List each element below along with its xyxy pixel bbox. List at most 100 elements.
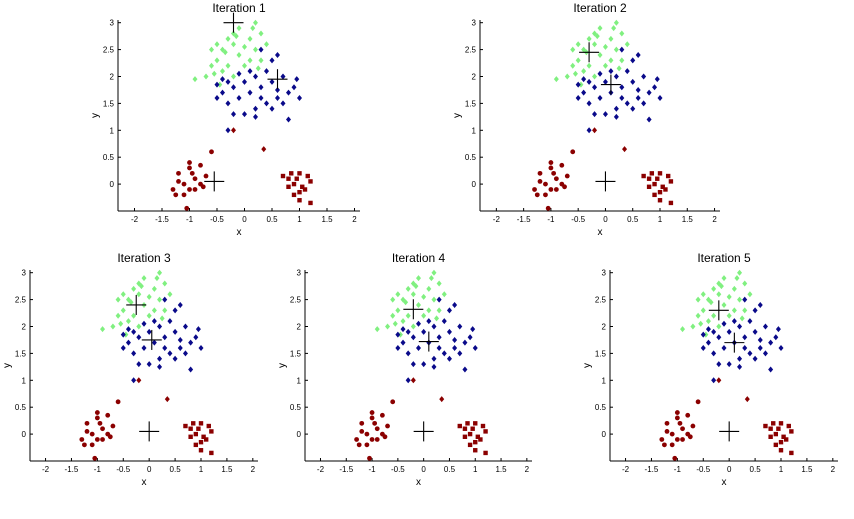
data-point-mid-cluster [635,86,641,93]
data-point-red-right [475,434,481,439]
data-point-mid-cluster [162,345,168,352]
data-point-mid-cluster [421,361,427,368]
data-point-mid-cluster [613,73,619,80]
data-point-light-cluster [154,275,160,282]
centroid-marker [595,171,616,192]
centroid-marker [579,42,600,63]
data-point-red-right [657,171,663,176]
data-point-red-right [183,423,188,429]
data-point-red-left [379,412,385,418]
data-point-light-cluster [242,43,247,50]
x-axis-label: x [722,477,727,488]
data-point-red-left [680,437,685,442]
data-point-red-left [187,165,192,171]
data-point-light-cluster [698,320,704,327]
data-point-light-cluster [700,307,706,314]
data-point-light-cluster [739,315,745,322]
x-tick-label: 0.5 [170,465,182,474]
data-point-light-cluster [159,315,165,322]
data-point-mid-cluster [646,89,652,96]
data-point-mid-cluster [752,355,758,362]
data-point-red-left [545,205,551,211]
data-point-light-cluster [115,312,121,319]
data-point-red-right [483,450,488,456]
y-tick-label: 1.5 [595,349,607,358]
x-tick-label: 0 [242,215,247,224]
data-point-mid-cluster [120,345,126,352]
data-point-light-cluster [703,331,709,338]
data-point-mid-cluster [700,331,706,338]
data-point-red-left [564,173,570,179]
data-point-mid-cluster [716,361,722,368]
data-point-mid-cluster [716,334,722,341]
data-point-red-left [677,420,683,426]
data-point-light-cluster [250,25,256,32]
data-point-outliers [410,377,416,384]
data-point-light-cluster [131,285,137,292]
data-point-red-left [105,412,111,418]
data-point-light-cluster [120,307,126,314]
data-point-light-cluster [203,73,209,80]
data-point-light-cluster [726,293,732,300]
data-point-light-cluster [131,312,137,319]
data-point-red-left [374,437,380,442]
chart-title: Iteration 2 [573,1,627,15]
chart-panel-3: -2 -1.5 -1 -0.5 0 0.5 1 1.5 2 0 0.5 1 1.5 2 2.5 3 Iterat… [2,251,258,488]
x-tick-label: -0.5 [116,465,130,474]
x-tick-label: -1.5 [645,465,659,474]
data-point-mid-cluster [242,78,247,85]
data-point-light-cluster [421,293,427,300]
data-point-light-cluster [705,318,711,325]
chart-panel-5: -2 -1.5 -1 -0.5 0 0.5 1 1.5 2 0 0.5 1 1.5 2 2.5 3 Iterat… [582,251,838,488]
data-point-mid-cluster [581,89,587,96]
data-point-light-cluster [619,57,625,64]
data-point-red-left [94,437,100,442]
data-point-light-cluster [608,35,614,42]
y-tick-label: 2.5 [103,46,115,55]
data-point-light-cluster [211,70,217,77]
data-point-mid-cluster [253,73,258,80]
data-point-light-cluster [737,269,743,276]
data-point-mid-cluster [737,355,743,362]
data-point-red-right [470,426,475,431]
x-tick-label: -1 [94,465,102,474]
data-point-mid-cluster [467,334,473,341]
data-point-mid-cluster [452,301,458,308]
data-point-mid-cluster [188,366,194,373]
data-point-mid-cluster [177,345,183,352]
data-point-red-left [79,437,85,442]
data-point-mid-cluster [742,345,748,352]
data-point-mid-cluster [286,116,291,123]
data-point-mid-cluster [446,307,452,314]
data-point-light-cluster [136,323,142,330]
x-tick-label: -0.5 [391,465,405,474]
data-point-mid-cluster [592,111,598,118]
data-point-light-cluster [247,35,253,42]
data-point-red-right [300,184,305,189]
data-point-red-right [188,426,193,431]
x-tick-label: 2 [251,465,256,474]
data-point-red-right [473,439,478,445]
data-point-red-left [107,434,113,440]
data-point-light-cluster [608,57,614,64]
data-point-red-right [771,421,776,426]
data-point-red-left [385,423,390,429]
data-point-mid-cluster [220,76,225,83]
x-axis-label: x [598,227,603,238]
data-point-red-left [367,455,372,461]
data-point-light-cluster [192,76,198,83]
data-point-mid-cluster [286,89,291,96]
data-point-red-right [781,434,786,439]
data-point-light-cluster [247,57,253,64]
data-point-outliers [592,127,598,134]
data-point-red-left [559,162,565,168]
data-point-mid-cluster [195,326,201,333]
y-tick-label: 3 [22,269,27,278]
data-point-light-cluster [718,283,724,290]
data-point-light-cluster [431,269,437,276]
data-point-light-cluster [734,275,740,282]
data-point-mid-cluster [162,296,168,303]
data-point-light-cluster [708,299,714,306]
data-point-red-right [657,198,663,203]
data-point-light-cluster [602,62,608,69]
